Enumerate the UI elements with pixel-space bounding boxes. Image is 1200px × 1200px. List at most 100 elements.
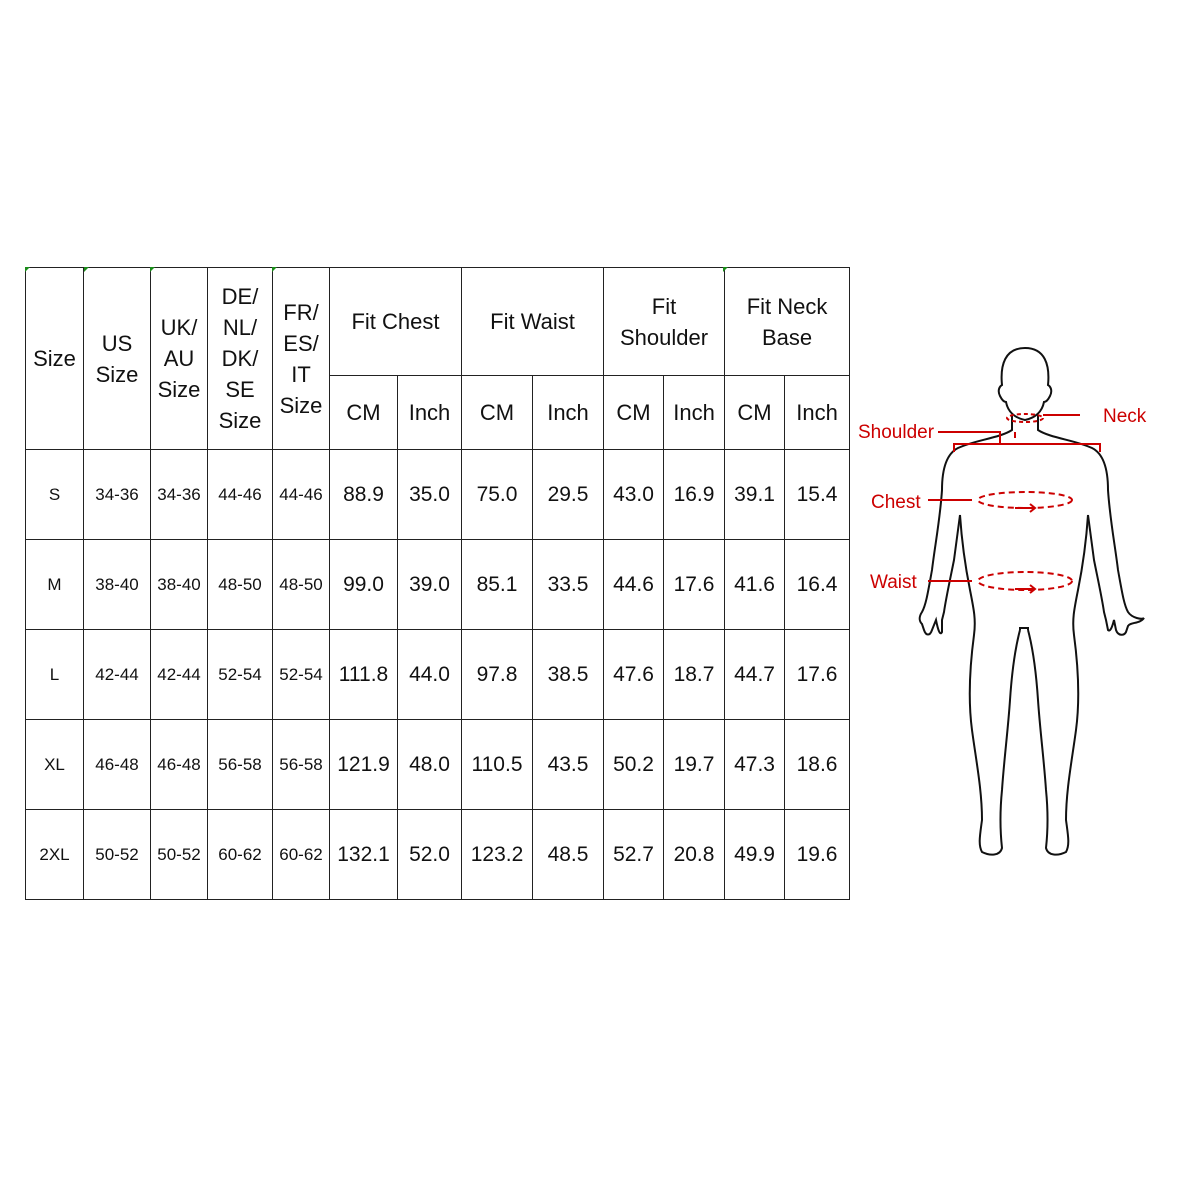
table-cell: 34-36 — [83, 449, 151, 540]
corner-mark — [84, 267, 89, 272]
shoulder-pointer-line — [938, 431, 1001, 444]
body-outline — [918, 346, 1145, 856]
size-label-cell: XL — [25, 719, 84, 810]
table-cell: 16.4 — [784, 539, 851, 630]
table-cell: 123.2 — [461, 809, 533, 900]
table-cell: 39.1 — [724, 449, 786, 540]
body-measurement-figure: Neck Shoulder Chest Waist — [858, 346, 1147, 856]
table-cell: 60-62 — [207, 809, 273, 900]
table-cell: 44.7 — [724, 629, 786, 720]
unit-cm: CM — [603, 375, 665, 450]
table-cell: 56-58 — [207, 719, 273, 810]
table-cell: 29.5 — [531, 449, 605, 540]
neck-measure-loop — [1006, 413, 1044, 423]
table-row: L 42-44 42-44 52-54 52-54 111.8 44.0 97.8 38.5 47… — [25, 629, 851, 720]
table-cell: 50-52 — [150, 809, 208, 900]
table-cell: 18.6 — [784, 719, 851, 810]
size-label-cell: S — [25, 449, 84, 540]
unit-cm: CM — [329, 375, 398, 450]
size-label-cell: L — [25, 629, 84, 720]
table-cell: 110.5 — [461, 719, 533, 810]
table-cell: 38-40 — [150, 539, 208, 630]
table-cell: 42-44 — [83, 629, 151, 720]
table-cell: 42-44 — [150, 629, 208, 720]
chest-arrow — [1015, 503, 1037, 513]
unit-cm: CM — [724, 375, 786, 450]
header-fit-neck-base: Fit Neck Base — [724, 267, 851, 376]
unit-inch: Inch — [663, 375, 726, 450]
table-cell: 111.8 — [329, 629, 398, 720]
table-cell: 47.6 — [603, 629, 665, 720]
table-cell: 16.9 — [663, 449, 726, 540]
header-size: Size — [25, 267, 84, 450]
table-cell: 43.0 — [603, 449, 665, 540]
header-de-nl-dk-se-size: DE/NL/DK/SE Size — [207, 267, 273, 450]
table-cell: 49.9 — [724, 809, 786, 900]
neck-label: Neck — [1103, 406, 1147, 427]
table-cell: 15.4 — [784, 449, 851, 540]
table-cell: 20.8 — [663, 809, 726, 900]
waist-label: Waist — [870, 572, 918, 593]
table-cell: 56-58 — [272, 719, 330, 810]
header-uk-au-size: UK/AU Size — [150, 267, 208, 450]
table-cell: 47.3 — [724, 719, 786, 810]
table-cell: 46-48 — [83, 719, 151, 810]
unit-inch: Inch — [531, 375, 605, 450]
table-cell: 43.5 — [531, 719, 605, 810]
unit-inch: Inch — [397, 375, 462, 450]
table-cell: 132.1 — [329, 809, 398, 900]
unit-cm: CM — [461, 375, 533, 450]
measurement-marks — [928, 413, 1101, 594]
table-cell: 44.0 — [397, 629, 462, 720]
table-cell: 41.6 — [724, 539, 786, 630]
table-cell: 35.0 — [397, 449, 462, 540]
table-cell: 52-54 — [272, 629, 330, 720]
table-cell: 19.7 — [663, 719, 726, 810]
table-cell: 48-50 — [207, 539, 273, 630]
chest-measure-loop — [977, 491, 1073, 509]
table-cell: 48.0 — [397, 719, 462, 810]
table-cell: 33.5 — [531, 539, 605, 630]
table-cell: 17.6 — [784, 629, 851, 720]
shoulder-label: Shoulder — [858, 422, 935, 443]
table-cell: 18.7 — [663, 629, 726, 720]
table-cell: 39.0 — [397, 539, 462, 630]
table-row: M 38-40 38-40 48-50 48-50 99.0 39.0 85.1 33.5 44.… — [25, 539, 851, 630]
table-cell: 34-36 — [150, 449, 208, 540]
table-cell: 48.5 — [531, 809, 605, 900]
header-row: Size US Size UK/AU Size DE/NL/DK/SE Size FR… — [25, 267, 851, 450]
table-cell: 75.0 — [461, 449, 533, 540]
header-fit-shoulder: Fit Shoulder — [603, 267, 726, 376]
table-cell: 44-46 — [207, 449, 273, 540]
header-fr-es-it-size: FR/ES/IT Size — [272, 267, 330, 450]
table-cell: 88.9 — [329, 449, 398, 540]
header-fit-chest: Fit Chest — [329, 267, 462, 376]
table-cell: 38-40 — [83, 539, 151, 630]
table-cell: 48-50 — [272, 539, 330, 630]
table-cell: 46-48 — [150, 719, 208, 810]
size-label-cell: 2XL — [25, 809, 84, 900]
waist-arrow — [1015, 584, 1037, 594]
table-cell: 121.9 — [329, 719, 398, 810]
table-row: 2XL 50-52 50-52 60-62 60-62 132.1 52.0 123.2 48.… — [25, 809, 851, 900]
table-cell: 38.5 — [531, 629, 605, 720]
table-cell: 44-46 — [272, 449, 330, 540]
table-cell: 97.8 — [461, 629, 533, 720]
table-cell: 60-62 — [272, 809, 330, 900]
corner-mark — [25, 267, 30, 272]
table-cell: 17.6 — [663, 539, 726, 630]
table-row: XL 46-48 46-48 56-58 56-58 121.9 48.0 110.5 43.5… — [25, 719, 851, 810]
table-cell: 52.7 — [603, 809, 665, 900]
table-cell: 50.2 — [603, 719, 665, 810]
corner-mark — [272, 267, 277, 272]
table-cell: 44.6 — [603, 539, 665, 630]
waist-measure-loop — [977, 571, 1073, 591]
size-chart-table: Size US Size UK/AU Size DE/NL/DK/SE Size FR… — [25, 267, 851, 900]
table-row: S 34-36 34-36 44-46 44-46 88.9 35.0 75.0 29.5 43.… — [25, 449, 851, 540]
size-label-cell: M — [25, 539, 84, 630]
table-cell: 52.0 — [397, 809, 462, 900]
unit-inch: Inch — [784, 375, 851, 450]
table-cell: 50-52 — [83, 809, 151, 900]
table-body: S 34-36 34-36 44-46 44-46 88.9 35.0 75.0 29.5 43.… — [25, 449, 851, 900]
corner-mark — [723, 267, 728, 272]
